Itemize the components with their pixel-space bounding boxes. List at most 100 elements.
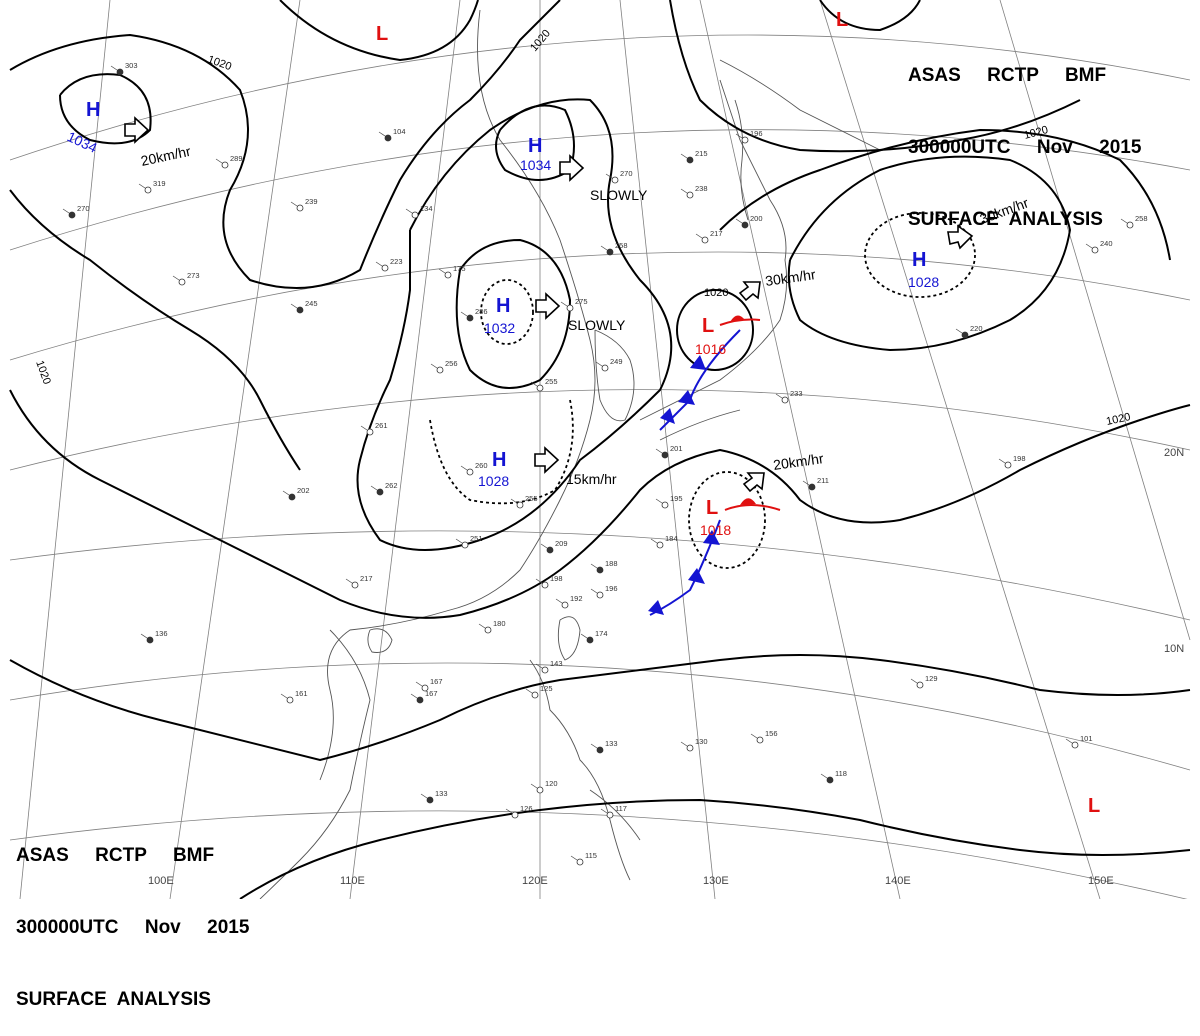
station-pressure: 192 <box>570 594 583 603</box>
station-circle <box>596 566 604 574</box>
station-circle <box>1126 221 1134 229</box>
station-circle <box>531 691 539 699</box>
station-plot: 255 <box>530 377 558 392</box>
system-letter: L <box>1088 795 1100 817</box>
station-plot: 198 <box>998 454 1026 469</box>
station-plot: 133 <box>590 739 618 754</box>
fronts <box>648 315 781 616</box>
low-pressure-2: L 1018 20km/hr <box>700 450 825 538</box>
station-plot: 251 <box>455 534 483 549</box>
station-circle <box>781 396 789 404</box>
high-pressure-2: H 1034 SLOWLY <box>520 135 648 203</box>
grid-labels: 100E 110E 120E 130E 140E 150E 20N 10N <box>148 447 1184 887</box>
lon-label: 100E <box>148 875 174 887</box>
lat-label: 10N <box>1164 643 1184 655</box>
station-pressure: 129 <box>925 674 938 683</box>
station-pressure: 217 <box>360 574 373 583</box>
station-plot: 188 <box>590 559 618 574</box>
station-pressure: 126 <box>520 804 533 813</box>
system-letter: H <box>496 295 510 317</box>
station-plot: 245 <box>290 299 318 314</box>
station-circle <box>561 601 569 609</box>
station-pressure: 198 <box>550 574 563 583</box>
station-circle <box>466 468 474 476</box>
station-pressure: 195 <box>670 494 683 503</box>
station-plot: 196 <box>735 129 763 144</box>
lon-label: 150E <box>1088 875 1114 887</box>
station-circle <box>661 451 669 459</box>
sakhalin-coast <box>734 99 749 221</box>
station-pressure: 261 <box>375 421 388 430</box>
station-circle <box>466 314 474 322</box>
footer-line-1: ASAS RCTP BMF <box>16 845 215 866</box>
system-letter: L <box>376 23 388 45</box>
station-circle <box>384 134 392 142</box>
isobar-east-outer <box>719 128 1171 261</box>
station-pressure: 175 <box>453 264 466 273</box>
station-plot: 319 <box>138 179 166 194</box>
isobar-north-east <box>669 0 1081 153</box>
station-plot: 195 <box>655 494 683 509</box>
station-pressure: 115 <box>585 851 597 860</box>
station-circle <box>576 858 584 866</box>
station-circle <box>416 696 424 704</box>
isobar-inner <box>455 238 572 389</box>
system-value: 1016 <box>695 341 726 357</box>
station-plot: 286 <box>460 307 488 322</box>
station-pressure: 196 <box>605 584 618 593</box>
station-circle <box>808 483 816 491</box>
station-pressure: 251 <box>470 534 483 543</box>
station-pressure: 156 <box>765 729 778 738</box>
station-plot: 115 <box>570 851 597 866</box>
station-pressure: 258 <box>615 241 628 250</box>
low-pressure-4: L <box>836 9 848 31</box>
station-plot: 198 <box>535 574 563 589</box>
station-pressure: 255 <box>545 377 558 386</box>
station-pressure: 143 <box>550 659 563 668</box>
station-pressure: 180 <box>493 619 506 628</box>
station-pressure: 134 <box>420 204 433 213</box>
station-plot: 136 <box>140 629 168 644</box>
station-pressure: 239 <box>305 197 318 206</box>
station-plot: 273 <box>172 271 200 286</box>
header-line-3: SURFACE ANALYSIS <box>908 209 1103 230</box>
station-pressure: 174 <box>595 629 608 638</box>
station-circle <box>68 211 76 219</box>
high-pressure-3: H 1032 SLOWLY <box>484 295 626 336</box>
low-pressure-1: L 1016 30km/hr <box>695 266 817 357</box>
chart-header: ASAS RCTP BMF 300000UTC Nov 2015 SURFACE… <box>908 16 1141 256</box>
system-value: 1032 <box>484 320 515 336</box>
high-pressure-4: H 1028 15km/hr <box>478 449 617 489</box>
station-circle <box>546 546 554 554</box>
station-pressure: 286 <box>475 307 488 316</box>
station-plot: 117 <box>600 804 627 819</box>
station-pressure: 101 <box>1080 734 1093 743</box>
station-circle <box>741 221 749 229</box>
station-pressure: 133 <box>435 789 448 798</box>
taiwan-coast <box>557 616 581 661</box>
station-plot: 258 <box>1120 214 1148 229</box>
station-pressure: 209 <box>555 539 568 548</box>
motion-text: SLOWLY <box>568 317 626 333</box>
station-circle <box>961 331 969 339</box>
station-pressure: 273 <box>187 271 200 280</box>
station-plot: 143 <box>535 659 563 674</box>
footer-line-3: SURFACE ANALYSIS <box>16 989 211 1010</box>
isobar-main-south <box>9 389 1191 619</box>
motion-text: 20km/hr <box>139 143 192 169</box>
weather-map: 100E 110E 120E 130E 140E 150E 20N 10N 10… <box>9 0 1191 899</box>
japan-coast <box>639 79 788 441</box>
station-plot: 209 <box>540 539 568 554</box>
station-pressure: 289 <box>230 154 243 163</box>
station-circle <box>516 501 524 509</box>
station-circle <box>296 306 304 314</box>
motion-arrow-7 <box>742 472 765 493</box>
motion-arrow-3 <box>535 292 561 320</box>
station-circle <box>484 626 492 634</box>
russia-coast <box>719 59 881 151</box>
system-value: 1034 <box>520 157 551 173</box>
system-letter: H <box>86 99 100 121</box>
station-circle <box>586 636 594 644</box>
station-pressure: 117 <box>615 804 627 813</box>
closed-ring-1016 <box>676 289 754 371</box>
